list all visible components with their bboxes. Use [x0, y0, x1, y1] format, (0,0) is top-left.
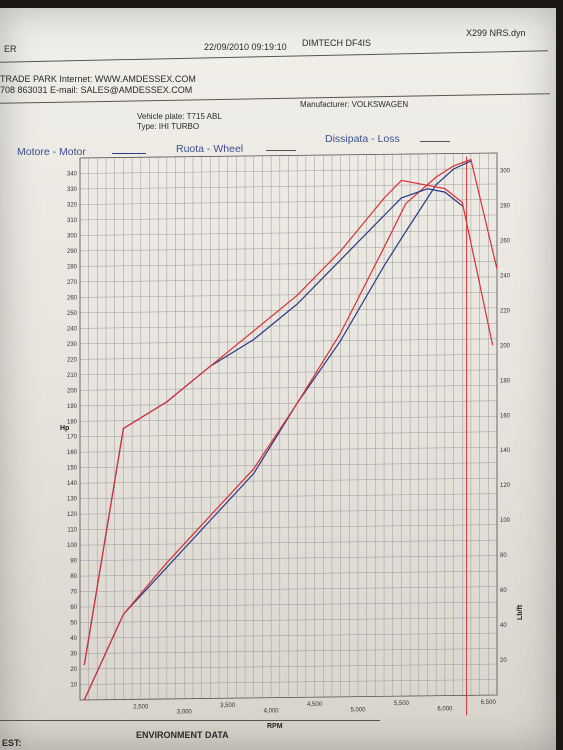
x-tick-label: 4,000 [264, 709, 280, 715]
y-left-tick-label: 270 [67, 280, 78, 286]
y-left-tick-label: 180 [67, 419, 78, 425]
y-right-tick-label: 280 [500, 203, 511, 209]
y-left-tick-label: 230 [67, 342, 78, 348]
y-left-tick-label: 300 [67, 233, 78, 239]
y-right-tick-label: 300 [500, 168, 511, 174]
header-filename: X299 NRS.dyn [466, 28, 526, 38]
y-left-tick-label: 220 [67, 357, 78, 363]
y-right-tick-label: 240 [500, 273, 511, 279]
y-left-tick-label: 60 [70, 605, 77, 611]
y-left-tick-label: 40 [70, 636, 77, 642]
y-left-tick-label: 30 [70, 652, 77, 658]
y-right-tick-label: 200 [500, 343, 511, 349]
legend-wheel: Ruota - Wheel [176, 143, 244, 155]
header-address: TRADE PARK Internet: WWW.AMDESSEX.COM [0, 74, 196, 84]
x-tick-label: 3,000 [177, 710, 193, 716]
chart-series [83, 156, 498, 716]
y-left-tick-label: 320 [67, 202, 78, 208]
legend-motor-swatch [112, 153, 146, 154]
y-left-ticks: 10 20 30 40 50 60 70 80 90 100 110 120 130 140 150 160 1… [67, 171, 78, 688]
y-right-tick-label: 180 [500, 378, 511, 384]
legend-loss-swatch [420, 141, 450, 142]
x-tick-label: 3,500 [220, 703, 236, 709]
x-tick-label: 5,500 [394, 701, 410, 707]
y-right-axis-label: Lb/ft [517, 604, 524, 620]
y-right-tick-label: 220 [500, 308, 511, 314]
x-tick-label: 2,500 [133, 704, 149, 710]
y-left-tick-label: 90 [70, 559, 77, 565]
y-left-tick-label: 100 [67, 543, 78, 549]
y-left-tick-label: 170 [67, 435, 78, 441]
x-tick-label: 6,500 [481, 700, 497, 706]
y-right-tick-label: 100 [500, 518, 511, 524]
y-right-tick-label: 80 [500, 553, 507, 559]
legend-loss: Dissipata - Loss [325, 133, 400, 145]
x-ticks: 2,500 3,000 3,500 4,000 4,500 5,000 5,500 6,000… [133, 700, 496, 716]
x-tick-label: 6,000 [437, 707, 453, 713]
y-right-tick-label: 260 [500, 238, 511, 244]
header-dyno: DIMTECH DF4IS [302, 38, 372, 48]
y-right-tick-label: 20 [500, 658, 507, 664]
series-motore-motor [83, 160, 472, 701]
header-left-fragment: ER [4, 44, 17, 54]
series-ruota-wheel [83, 158, 498, 701]
y-left-tick-label: 280 [67, 264, 78, 270]
environment-data-title: ENVIRONMENT DATA [136, 730, 229, 740]
y-left-tick-label: 70 [70, 590, 77, 596]
y-left-tick-label: 20 [70, 667, 77, 673]
y-left-tick-label: 130 [67, 497, 78, 503]
y-left-tick-label: 50 [70, 621, 77, 627]
y-right-tick-label: 140 [500, 448, 511, 454]
header-contact: 708 863031 E-mail: SALES@AMDESSEX.COM [0, 85, 193, 95]
y-left-tick-label: 210 [67, 373, 78, 379]
y-right-tick-label: 60 [500, 588, 507, 594]
legend-wheel-swatch [266, 150, 296, 151]
y-left-tick-label: 190 [67, 404, 78, 410]
y-left-tick-label: 140 [67, 481, 78, 487]
y-left-tick-label: 160 [67, 450, 78, 456]
test-label: EST: [2, 738, 22, 748]
y-left-tick-label: 310 [67, 218, 78, 224]
vehicle-type: Type: IHI TURBO [137, 122, 200, 131]
y-left-tick-label: 150 [67, 466, 78, 472]
y-right-ticks: 20 40 60 80 100 120 140 160 180 200 220 240 260 280 30… [500, 168, 511, 664]
header-datetime: 22/09/2010 09:19:10 [204, 42, 287, 52]
y-left-tick-label: 110 [67, 528, 77, 534]
y-left-tick-label: 260 [67, 295, 78, 301]
chart-grid [79, 152, 498, 701]
y-left-tick-label: 290 [67, 249, 78, 255]
dyno-printout-sheet: ER 22/09/2010 09:19:10 DIMTECH DF4IS X29… [0, 8, 556, 750]
y-left-axis-label: Hp [60, 425, 69, 432]
x-tick-label: 5,000 [350, 708, 366, 714]
vehicle-manufacturer: Manufacturer: VOLKSWAGEN [300, 100, 409, 109]
y-right-tick-label: 160 [500, 413, 511, 419]
y-left-tick-label: 240 [67, 326, 78, 332]
x-axis-label: RPM [267, 723, 283, 730]
y-right-tick-label: 120 [500, 483, 511, 489]
series-torque-wheel [83, 179, 494, 666]
y-left-tick-label: 330 [67, 187, 78, 193]
x-tick-label: 4,500 [307, 702, 323, 708]
y-right-tick-label: 40 [500, 623, 507, 629]
y-left-tick-label: 10 [70, 683, 77, 689]
y-left-tick-label: 80 [70, 574, 77, 580]
y-left-tick-label: 120 [67, 512, 78, 518]
legend-motor: Motore - Motor [17, 146, 86, 158]
plot-frame [79, 152, 498, 701]
y-left-tick-label: 340 [67, 171, 78, 177]
footer-divider [0, 720, 380, 721]
vehicle-plate: Vehicle plate: T715 ABL [137, 112, 222, 121]
y-left-tick-label: 250 [67, 311, 78, 317]
y-left-tick-label: 200 [67, 388, 78, 394]
